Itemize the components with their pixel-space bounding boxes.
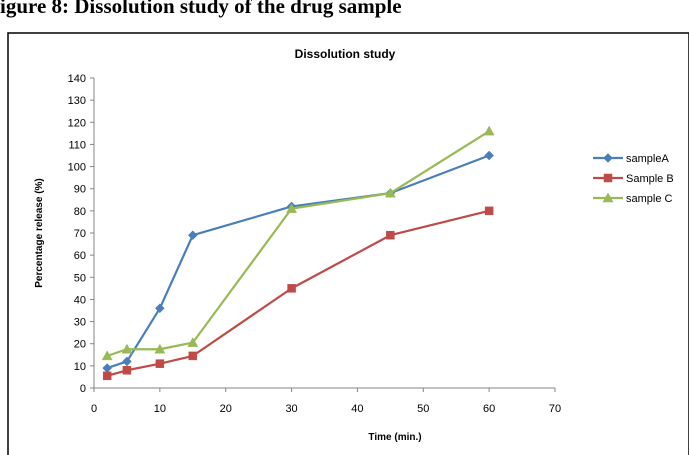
y-tick-label: 90 [74, 184, 86, 196]
data-point [101, 350, 113, 361]
chart-title: Dissolution study [295, 47, 396, 61]
x-tick-label: 10 [154, 403, 166, 415]
data-point [286, 203, 297, 213]
y-ticks: 0 10 20 30 40 50 60 70 80 90 100 110 120 130 140 [68, 73, 94, 395]
y-tick-label: 40 [74, 294, 86, 306]
x-ticks: 0 10 20 30 40 50 60 70 [91, 388, 561, 415]
y-tick-label: 120 [68, 117, 86, 129]
y-tick-label: 100 [68, 162, 86, 174]
y-tick-label: 10 [74, 361, 86, 373]
series-layer [101, 125, 495, 381]
x-tick-label: 50 [417, 403, 429, 415]
data-point [484, 150, 494, 161]
legend-entry: sample C [593, 192, 673, 205]
data-point [155, 303, 165, 314]
data-point [122, 356, 132, 367]
series-3 [101, 125, 495, 361]
y-tick-label: 140 [68, 73, 86, 85]
x-tick-label: 30 [285, 403, 297, 415]
chart-border [7, 32, 689, 455]
data-point [187, 337, 199, 347]
x-tick-label: 20 [220, 403, 232, 415]
series-2 [102, 206, 494, 381]
y-tick-label: 130 [68, 95, 86, 107]
data-point [484, 206, 494, 216]
data-point [155, 359, 165, 368]
legend-entry: Sample B [593, 173, 674, 185]
figure-caption: igure 8: Dissolution study of the drug s… [0, 0, 402, 18]
data-point [102, 371, 112, 381]
data-point [188, 351, 198, 361]
y-tick-label: 20 [74, 339, 86, 351]
x-axis-title: Time (min.) [368, 432, 421, 443]
data-point [483, 125, 495, 136]
y-tick-label: 70 [74, 228, 86, 240]
data-point [154, 343, 166, 354]
data-point [121, 343, 133, 354]
data-point [287, 284, 296, 293]
data-point [187, 230, 198, 241]
legend-marker [603, 173, 613, 183]
legend: sampleA Sample B sample C [593, 153, 674, 205]
data-point [122, 366, 132, 375]
y-axis-title: Percentage release (%) [34, 178, 45, 288]
y-tick-label: 110 [68, 139, 86, 151]
x-tick-label: 60 [483, 403, 495, 415]
legend-marker [603, 153, 613, 163]
legend-label: sample C [626, 193, 673, 205]
data-point [386, 230, 395, 240]
legend-entry: sampleA [593, 153, 669, 165]
x-tick-label: 40 [351, 403, 363, 415]
y-tick-label: 0 [80, 383, 86, 395]
y-tick-label: 80 [74, 206, 86, 218]
legend-label: sampleA [626, 153, 669, 165]
y-tick-label: 50 [74, 272, 86, 284]
x-tick-label: 70 [549, 403, 561, 415]
data-point [384, 187, 396, 198]
y-tick-label: 30 [74, 317, 86, 329]
x-tick-label: 0 [91, 403, 97, 415]
legend-marker [602, 192, 614, 203]
legend-label: Sample B [626, 173, 674, 185]
y-tick-label: 60 [74, 250, 86, 262]
